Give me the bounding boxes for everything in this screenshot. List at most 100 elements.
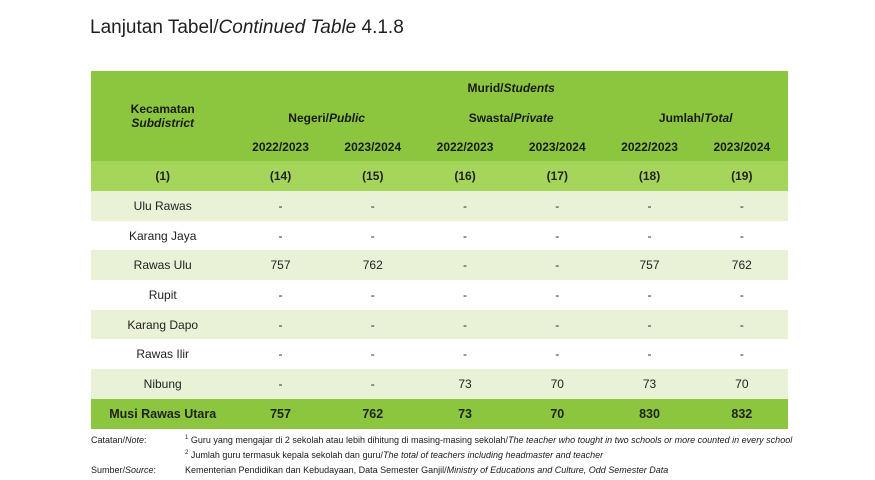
- cell-value: -: [234, 220, 327, 251]
- source-line: Sumber/Source: Kementerian Pendidikan da…: [91, 463, 791, 478]
- table-row: Nibung - - 73 70 73 70: [91, 369, 788, 399]
- cell-value: -: [234, 191, 327, 221]
- title-number: 4.1.8: [356, 17, 404, 38]
- row-subdistrict: Nibung: [91, 369, 235, 399]
- cell-value: -: [326, 220, 419, 251]
- cell-value: -: [234, 339, 327, 370]
- header-group-label: Negeri/: [288, 110, 329, 125]
- cell-value: 73: [603, 369, 696, 399]
- data-table: Kecamatan Subdistrict Murid/Students Neg…: [91, 71, 788, 429]
- table-row: Rupit - - - - - -: [91, 280, 788, 310]
- source-id: Kementerian Pendidikan dan Kebudayaan, D…: [185, 465, 447, 475]
- cell-value: -: [603, 191, 696, 221]
- header-group-label: Swasta/: [468, 110, 514, 125]
- cell-value: -: [418, 280, 512, 310]
- header-year: 2023/2024: [511, 132, 604, 161]
- cell-value: -: [418, 191, 512, 221]
- row-subdistrict: Rawas Ulu: [91, 250, 235, 281]
- column-number: (14): [234, 161, 327, 191]
- title-italic: Continued Table: [218, 17, 357, 38]
- source-label-en: Source: [125, 465, 154, 475]
- cell-value: -: [418, 250, 512, 281]
- table-row: Ulu Rawas - - - - - -: [91, 191, 788, 221]
- table-title: Lanjutan Tabel/Continued Table 4.1.8: [90, 17, 404, 39]
- note-label-id: Catatan/: [91, 435, 126, 445]
- total-value: 762: [326, 398, 419, 429]
- cell-value: -: [695, 339, 788, 370]
- total-value: 832: [695, 398, 788, 429]
- cell-value: -: [511, 191, 604, 221]
- cell-value: -: [695, 309, 788, 340]
- source-text: Kementerian Pendidikan dan Kebudayaan, D…: [185, 463, 668, 478]
- title-prefix: Lanjutan Tabel/: [90, 17, 219, 38]
- cell-value: 757: [234, 250, 327, 281]
- header-subdistrict: Kecamatan Subdistrict: [91, 71, 235, 161]
- total-row: Musi Rawas Utara 757 762 73 70 830 832: [91, 398, 788, 429]
- column-number: (15): [326, 161, 419, 191]
- header-group-label: Jumlah/: [658, 110, 705, 125]
- cell-value: -: [511, 250, 604, 281]
- note-2-en: The total of teachers including headmast…: [382, 450, 604, 460]
- header-year: 2022/2023: [603, 132, 696, 161]
- cell-value: 762: [326, 250, 419, 281]
- column-number: (1): [91, 161, 235, 191]
- header-students-id: Murid/: [467, 81, 504, 95]
- cell-value: -: [326, 339, 419, 370]
- header-year: 2022/2023: [418, 132, 512, 161]
- note-label: Catatan/Note:: [91, 435, 147, 445]
- cell-value: 73: [418, 369, 512, 399]
- header-group-label-en: Total: [704, 110, 733, 125]
- note-line-1: Catatan/Note: 1 Guru yang mengajar di 2 …: [91, 433, 792, 448]
- note-2-id: Jumlah guru termasuk kepala sekolah dan …: [188, 450, 383, 460]
- total-label: Musi Rawas Utara: [91, 398, 235, 429]
- cell-value: 762: [695, 250, 788, 281]
- cell-value: -: [695, 191, 788, 221]
- note-1-id: Guru yang mengajar di 2 sekolah atau leb…: [188, 435, 509, 445]
- cell-value: -: [234, 280, 327, 310]
- note-1-marker: 1: [185, 435, 189, 441]
- cell-value: 70: [511, 369, 604, 399]
- table-row: Rawas Ilir - - - - - -: [91, 339, 788, 370]
- cell-value: -: [511, 220, 604, 251]
- header-year: 2023/2024: [695, 132, 788, 161]
- header-group-public: Negeri/Public: [234, 103, 419, 132]
- total-value: 70: [511, 398, 604, 429]
- cell-value: -: [603, 339, 696, 370]
- note-line-2: 2 Jumlah guru termasuk kepala sekolah da…: [91, 448, 791, 463]
- cell-value: -: [695, 220, 788, 251]
- source-en: Ministry of Educations and Culture, Odd …: [446, 465, 669, 475]
- row-subdistrict: Ulu Rawas: [91, 191, 235, 221]
- header-subdistrict-id: Kecamatan: [130, 102, 195, 116]
- header-students: Murid/Students: [234, 71, 788, 103]
- cell-value: -: [326, 309, 419, 340]
- cell-value: -: [603, 280, 696, 310]
- column-number: (17): [511, 161, 604, 191]
- cell-value: -: [326, 369, 419, 399]
- table-row: Karang Jaya - - - - - -: [91, 220, 788, 251]
- cell-value: -: [511, 339, 604, 370]
- cell-value: -: [695, 280, 788, 310]
- cell-value: -: [418, 220, 512, 251]
- table-row: Rawas Ulu 757 762 - - 757 762: [91, 250, 788, 281]
- source-label-id: Sumber/: [91, 465, 126, 475]
- cell-value: -: [326, 280, 419, 310]
- cell-value: -: [603, 309, 696, 340]
- cell-value: -: [603, 220, 696, 251]
- footnotes: Catatan/Note: 1 Guru yang mengajar di 2 …: [91, 433, 792, 478]
- cell-value: -: [234, 369, 327, 399]
- cell-value: -: [511, 309, 604, 340]
- cell-value: -: [234, 309, 327, 340]
- total-value: 73: [418, 398, 512, 429]
- table-row: Karang Dapo - - - - - -: [91, 309, 788, 340]
- header-students-en: Students: [503, 81, 555, 95]
- note-1: 1 Guru yang mengajar di 2 sekolah atau l…: [185, 433, 792, 448]
- total-value: 830: [603, 398, 696, 429]
- row-subdistrict: Rupit: [91, 280, 235, 310]
- cell-value: -: [418, 309, 512, 340]
- cell-value: 757: [603, 250, 696, 281]
- cell-value: 70: [695, 369, 788, 399]
- header-group-label-en: Public: [328, 110, 365, 125]
- total-value: 757: [234, 398, 327, 429]
- cell-value: -: [511, 280, 604, 310]
- row-subdistrict: Karang Jaya: [91, 220, 235, 251]
